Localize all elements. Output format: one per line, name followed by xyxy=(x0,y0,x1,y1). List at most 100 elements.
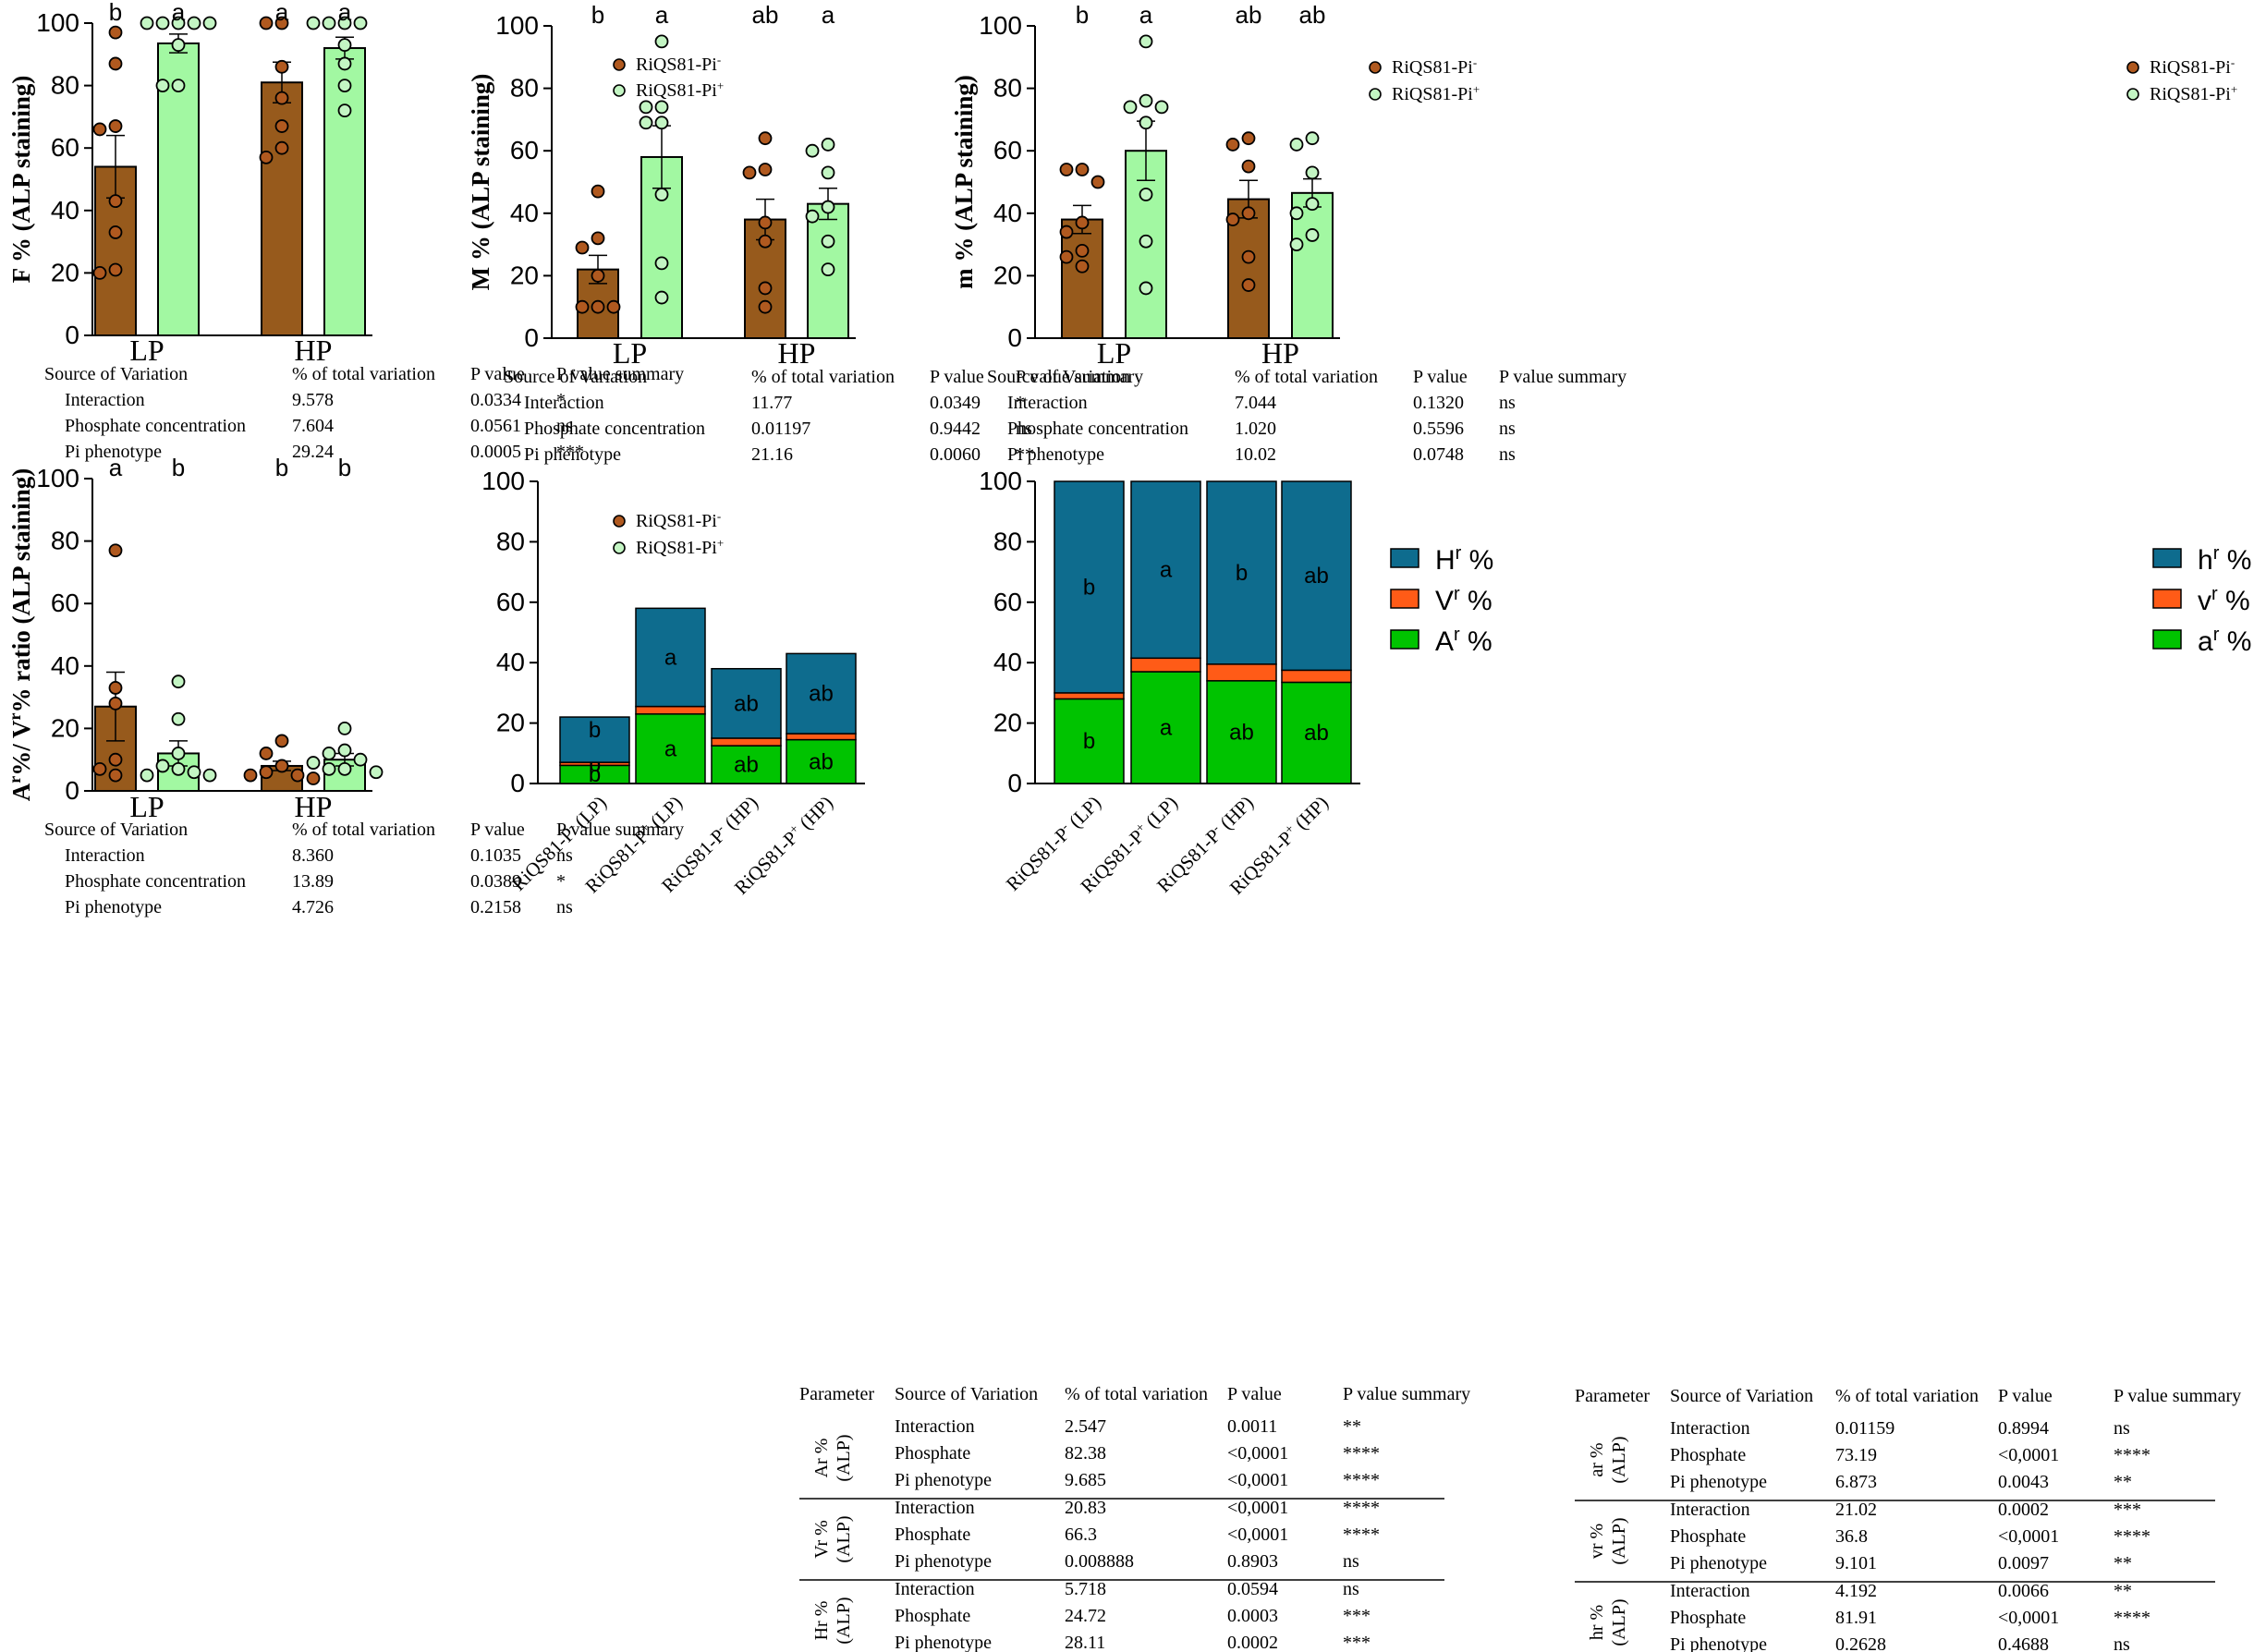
significance-letter: b xyxy=(591,1,604,29)
stats-cell: Interaction xyxy=(524,393,604,413)
superscript: r xyxy=(2211,584,2218,604)
stats-cell: 21.16 xyxy=(751,444,793,465)
stats-cell: 2.547 xyxy=(1065,1416,1106,1437)
data-point xyxy=(1139,281,1153,296)
text-part: % xyxy=(2219,545,2251,576)
stats-cell: Interaction xyxy=(65,390,145,410)
y-tick-label: 40 xyxy=(496,648,525,676)
stats-cell: 0.0334 xyxy=(470,390,521,410)
data-point xyxy=(108,25,123,40)
stats-param-unit: (ALP) xyxy=(1609,1436,1629,1483)
text-part: RiQS81-Pi xyxy=(2150,84,2231,104)
stats-cell: Pi phenotype xyxy=(895,1633,992,1652)
significance-letter: b xyxy=(1083,729,1095,754)
stats-cell: 0.01197 xyxy=(751,419,810,439)
data-point xyxy=(108,119,123,133)
text-part: RiQS81-P xyxy=(1225,827,1297,899)
bar-RiQS81-Pi--LP xyxy=(1061,218,1103,339)
text-part: A xyxy=(7,783,35,801)
significance-letter: b xyxy=(172,454,185,481)
legend-label: RiQS81-Pi- xyxy=(1392,55,1477,79)
stack-segment-ar-3 xyxy=(1281,681,1352,784)
stats-cell: Interaction xyxy=(895,1416,975,1437)
stats-cell: **** xyxy=(1343,1524,1380,1545)
y-tick-label: 100 xyxy=(36,8,79,37)
text-part: % xyxy=(2218,586,2250,616)
stats-cell: Pi phenotype xyxy=(65,442,162,462)
stats-header: P value summary xyxy=(1343,1384,1470,1404)
data-point xyxy=(1305,228,1320,242)
data-point xyxy=(606,299,621,314)
stats-cell: 13.89 xyxy=(292,871,334,892)
stats-cell: ns xyxy=(2114,1634,2130,1652)
data-point xyxy=(337,761,352,776)
data-point xyxy=(171,674,186,689)
significance-letter: a xyxy=(822,1,835,29)
data-point xyxy=(108,696,123,711)
legend-label: RiQS81-Pi+ xyxy=(636,79,724,102)
stats-header: % of total variation xyxy=(1065,1384,1208,1404)
stats-header: P value summary xyxy=(556,820,684,840)
stats-cell: <0,0001 xyxy=(1998,1526,2059,1547)
stats-header: % of total variation xyxy=(751,367,895,387)
y-tick-label: 80 xyxy=(51,71,79,100)
stats-cell: 0.0003 xyxy=(1227,1606,1278,1626)
stats-cell: Interaction xyxy=(895,1498,975,1518)
stats-param: Hr % xyxy=(811,1601,832,1641)
data-point xyxy=(654,115,669,130)
data-point xyxy=(274,59,289,74)
group-label: LP xyxy=(1097,336,1131,370)
stats-cell: 73.19 xyxy=(1835,1445,1877,1465)
stats-cell: ns xyxy=(556,897,573,917)
y-tick-label: 60 xyxy=(993,136,1022,164)
stats-cell: 24.72 xyxy=(1065,1606,1106,1626)
text-part: % xyxy=(1461,545,1493,576)
stats-cell: **** xyxy=(1343,1443,1380,1464)
stats-cell: 66.3 xyxy=(1065,1524,1097,1545)
stats-cell: 81.91 xyxy=(1835,1608,1877,1628)
significance-letter: b xyxy=(109,0,122,26)
legend-swatch xyxy=(1390,548,1419,568)
significance-letter: ab xyxy=(1236,1,1262,29)
stack-segment-hr-2 xyxy=(1206,480,1277,665)
stats-cell: ns xyxy=(1499,444,1516,465)
stats-cell: 29.24 xyxy=(292,442,334,462)
legend-label: RiQS81-Pi+ xyxy=(1392,82,1480,105)
stack-segment-ar-2 xyxy=(1206,680,1277,784)
text-part: V xyxy=(1435,586,1454,616)
group-label: HP xyxy=(295,790,333,823)
significance-letter: b xyxy=(1076,1,1089,29)
y-tick-label: 20 xyxy=(51,713,79,742)
stats-cell: 4.192 xyxy=(1835,1581,1877,1601)
stats-cell: 20.83 xyxy=(1065,1498,1106,1518)
data-point xyxy=(243,768,258,783)
data-point xyxy=(758,163,773,176)
stats-header: % of total variation xyxy=(1235,367,1378,387)
data-point xyxy=(274,91,289,105)
stack-segment-ar-1 xyxy=(1130,671,1201,784)
data-point xyxy=(758,299,773,314)
stats-cell: 0.0011 xyxy=(1227,1416,1277,1437)
stats-cell: 6.873 xyxy=(1835,1472,1877,1492)
text-part: h xyxy=(2198,545,2213,576)
data-point xyxy=(654,34,669,49)
data-point xyxy=(758,215,773,230)
data-point xyxy=(1059,225,1074,239)
data-point xyxy=(155,79,170,92)
stats-cell: 0.0594 xyxy=(1227,1579,1278,1599)
stats-cell: Phosphate xyxy=(895,1443,970,1464)
legend-label: ar % xyxy=(2198,625,2251,657)
stats-param-unit: (ALP) xyxy=(1609,1598,1629,1646)
legend-marker xyxy=(613,541,626,554)
data-point xyxy=(274,16,289,30)
significance-letter: a xyxy=(1160,558,1173,583)
stats-cell: 4.726 xyxy=(292,897,334,917)
stats-cell: 9.578 xyxy=(292,390,334,410)
stats-cell: Pi phenotype xyxy=(1670,1553,1767,1573)
stats-cell: 0.0748 xyxy=(1413,444,1464,465)
stats-cell: ns xyxy=(556,416,573,436)
text-part: % xyxy=(1460,586,1492,616)
legend-label: hr % xyxy=(2198,543,2251,576)
significance-letter: a xyxy=(109,454,123,481)
superscript: + xyxy=(717,536,724,550)
